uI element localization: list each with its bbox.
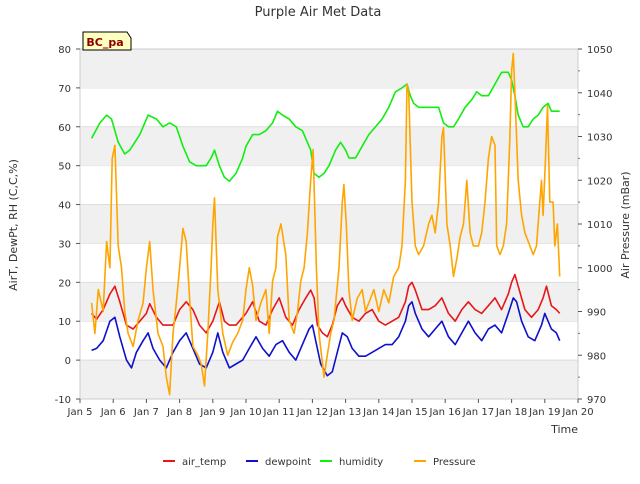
y-right-tick-label: 1000 [587, 264, 612, 275]
y-left-tick-label: 80 [58, 45, 71, 56]
y-left-tick-label: 40 [58, 201, 71, 212]
x-tick-label: Jan 11 [263, 407, 295, 418]
y-right-tick-label: 1030 [587, 133, 612, 144]
grid-band [80, 126, 578, 166]
y-right-tick-label: 980 [587, 351, 606, 362]
y-left-tick-label: 50 [58, 162, 71, 173]
badge-shape [82, 31, 132, 51]
y-left-tick-label: 10 [58, 317, 71, 328]
x-tick-label: Jan 10 [229, 407, 261, 418]
axes-layer: -100102030405060708097098099010001010102… [55, 45, 613, 418]
y-left-tick-label: 60 [58, 123, 71, 134]
legend: air_temp dewpoint humidity Pressure [163, 457, 476, 468]
y-left-tick-label: 0 [65, 356, 71, 367]
y-right-tick-label: 970 [587, 395, 606, 406]
y-right-tick-label: 1050 [587, 45, 612, 56]
series-line-pressure [90, 52, 561, 396]
y-left-tick-label: 30 [58, 239, 71, 250]
x-tick-label: Jan 14 [362, 407, 394, 418]
y-right-tick-label: 990 [587, 308, 606, 319]
series-line-humidity [90, 71, 560, 182]
grid-band [80, 360, 578, 399]
x-axis-label: Time [550, 423, 578, 436]
x-tick-label: Jan 16 [429, 407, 461, 418]
y-axis-right-label: Air Pressure (mBar) [619, 171, 632, 278]
grid-band [80, 282, 578, 322]
legend-label-air-temp: air_temp [182, 457, 226, 468]
x-tick-label: Jan 12 [296, 407, 328, 418]
y-axis-left-label: AirT, DewPt, RH (C,C,%) [7, 159, 20, 291]
station-badge: BC_pa [82, 31, 132, 51]
x-tick-label: Jan 9 [199, 407, 225, 418]
x-tick-label: Jan 6 [100, 407, 126, 418]
series-line-dewpoint [91, 297, 561, 377]
y-right-tick-label: 1010 [587, 220, 612, 231]
y-left-tick-label: 70 [58, 84, 71, 95]
badge-label: BC_pa [86, 36, 123, 49]
series-layer [90, 52, 561, 396]
x-tick-label: Jan 5 [67, 407, 93, 418]
y-left-tick-label: -10 [55, 395, 71, 406]
x-tick-label: Jan 19 [528, 407, 560, 418]
chart-title: Purple Air Met Data [255, 5, 382, 20]
legend-label-pressure: Pressure [433, 457, 476, 468]
y-right-tick-label: 1040 [587, 89, 612, 100]
grid-band [80, 49, 578, 88]
y-right-tick-label: 1020 [587, 176, 612, 187]
y-left-tick-label: 20 [58, 278, 71, 289]
x-tick-label: Jan 17 [462, 407, 494, 418]
legend-label-dewpoint: dewpoint [265, 457, 311, 468]
x-tick-label: Jan 13 [329, 407, 361, 418]
x-tick-label: Jan 20 [561, 407, 593, 418]
legend-label-humidity: humidity [339, 457, 383, 468]
x-tick-label: Jan 15 [395, 407, 427, 418]
x-tick-label: Jan 18 [495, 407, 527, 418]
x-tick-label: Jan 7 [133, 407, 159, 418]
grid-band [80, 204, 578, 244]
x-tick-label: Jan 8 [166, 407, 192, 418]
